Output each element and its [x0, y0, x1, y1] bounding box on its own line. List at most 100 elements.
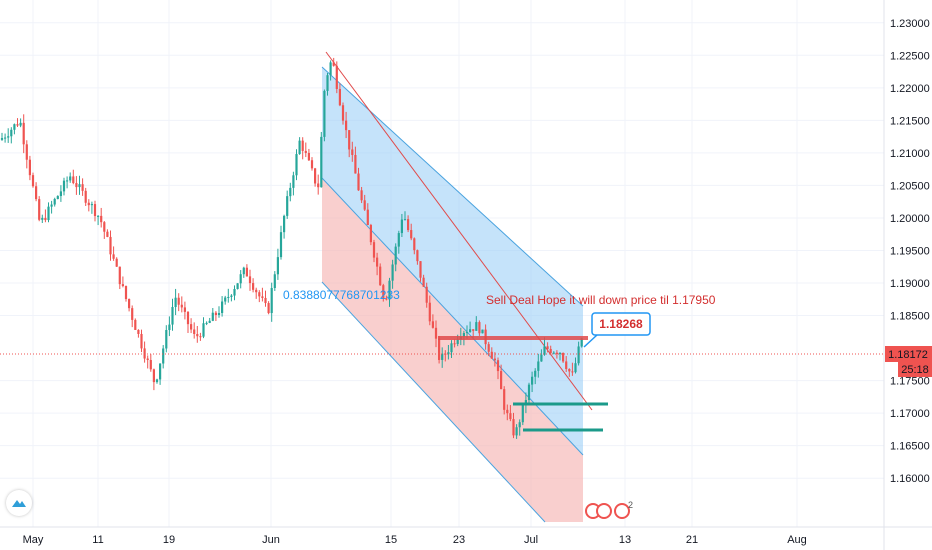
candle-body	[103, 222, 106, 232]
candle-body	[307, 152, 310, 161]
candle-body	[180, 304, 183, 308]
candle-body	[239, 274, 242, 284]
candle-body	[245, 267, 248, 277]
event-icon[interactable]	[596, 503, 612, 519]
price-tick-label: 1.17000	[890, 408, 930, 420]
candle-body	[534, 370, 537, 377]
candle-body	[140, 333, 143, 349]
candle-body	[171, 307, 174, 325]
candle-body	[552, 352, 555, 354]
candle-body	[183, 307, 186, 312]
candle-body	[227, 296, 230, 298]
candle-body	[515, 427, 518, 436]
event-count: 2	[628, 500, 633, 510]
candle-body	[493, 358, 496, 361]
candle-body	[366, 209, 369, 226]
candle-body	[295, 154, 298, 176]
candle-body	[341, 105, 345, 121]
candle-body	[462, 333, 465, 337]
candle-body	[487, 344, 490, 352]
candle-body	[174, 297, 177, 308]
tradingview-logo[interactable]	[6, 490, 32, 516]
price-tick-label: 1.16000	[890, 473, 930, 485]
event-markers[interactable]: 2	[585, 500, 633, 519]
candle-body	[25, 144, 28, 160]
candle-body	[196, 334, 199, 337]
candle-body	[475, 322, 478, 331]
price-callout-box[interactable]	[591, 312, 651, 336]
candle-body	[379, 266, 382, 286]
time-tick-label: Jun	[262, 534, 280, 546]
candle-body	[348, 130, 351, 150]
candle-body	[146, 358, 149, 361]
candle-body	[19, 122, 22, 126]
candle-body	[286, 196, 289, 216]
candle-body	[310, 160, 314, 169]
price-tick-label: 1.16500	[890, 441, 930, 453]
candle-body	[320, 136, 323, 188]
price-tick-label: 1.20500	[890, 180, 930, 192]
candle-body	[422, 277, 425, 287]
candle-body	[301, 140, 304, 151]
price-tick-label: 1.21500	[890, 115, 930, 127]
candle-body	[118, 266, 121, 285]
candle-body	[431, 321, 434, 328]
candle-body	[478, 322, 481, 334]
candle-body	[546, 346, 549, 349]
candle-body	[524, 400, 527, 405]
candle-body	[124, 286, 128, 300]
price-tick-label: 1.20000	[890, 213, 930, 225]
candle-body	[143, 348, 146, 359]
candle-body	[441, 353, 444, 360]
candle-body	[258, 292, 261, 297]
candle-body	[149, 360, 152, 370]
candle-body	[128, 299, 131, 309]
candle-body	[44, 217, 47, 221]
price-tick-label: 1.23000	[890, 18, 930, 30]
event-icon[interactable]	[614, 503, 630, 519]
trade-note: Sell Deal Hope it will down price til 1.…	[486, 293, 716, 307]
candle-body	[165, 330, 168, 349]
candle-body	[13, 124, 16, 130]
candle-body	[56, 196, 59, 199]
candle-body	[252, 283, 255, 290]
candle-body	[512, 419, 515, 436]
price-axis[interactable]: 1.23000 1.22500 1.22000 1.21500 1.21000 1.205…	[890, 18, 930, 485]
candle-body	[360, 190, 363, 201]
countdown-label: 25:18	[901, 364, 929, 376]
candle-body	[521, 404, 524, 423]
price-callout-text: 1.18268	[599, 317, 643, 331]
candle-body	[329, 62, 332, 76]
candle-body	[66, 180, 69, 182]
candle-body	[41, 217, 44, 220]
channel-mid-line	[321, 177, 584, 456]
candle-body	[562, 352, 565, 362]
candle-body	[555, 352, 558, 355]
candle-body	[155, 379, 159, 383]
candle-body	[314, 168, 317, 184]
price-tick-label: 1.17500	[890, 376, 930, 388]
candle-body	[568, 368, 571, 372]
candle-body	[481, 329, 484, 334]
candle-body	[84, 190, 87, 203]
candle-body	[394, 246, 397, 265]
candle-body	[10, 129, 13, 137]
candle-body	[230, 295, 233, 297]
time-tick-label: Jul	[524, 534, 538, 546]
candle-body	[372, 242, 376, 258]
candle-body	[264, 297, 267, 304]
candle-body	[270, 288, 273, 314]
candle-body	[97, 215, 100, 217]
candle-body	[425, 286, 428, 303]
candle-body	[518, 422, 521, 428]
time-tick-label: Aug	[787, 534, 807, 546]
channel-upper-fill	[322, 67, 583, 455]
candle-body	[168, 324, 171, 331]
time-axis[interactable]: May 11 19 Jun 15 23 Jul 13 21 Aug	[23, 534, 807, 546]
candle-body	[537, 361, 540, 371]
candle-body	[472, 329, 475, 331]
candle-body	[38, 199, 41, 220]
candle-body	[190, 324, 193, 330]
candle-body	[419, 261, 422, 278]
